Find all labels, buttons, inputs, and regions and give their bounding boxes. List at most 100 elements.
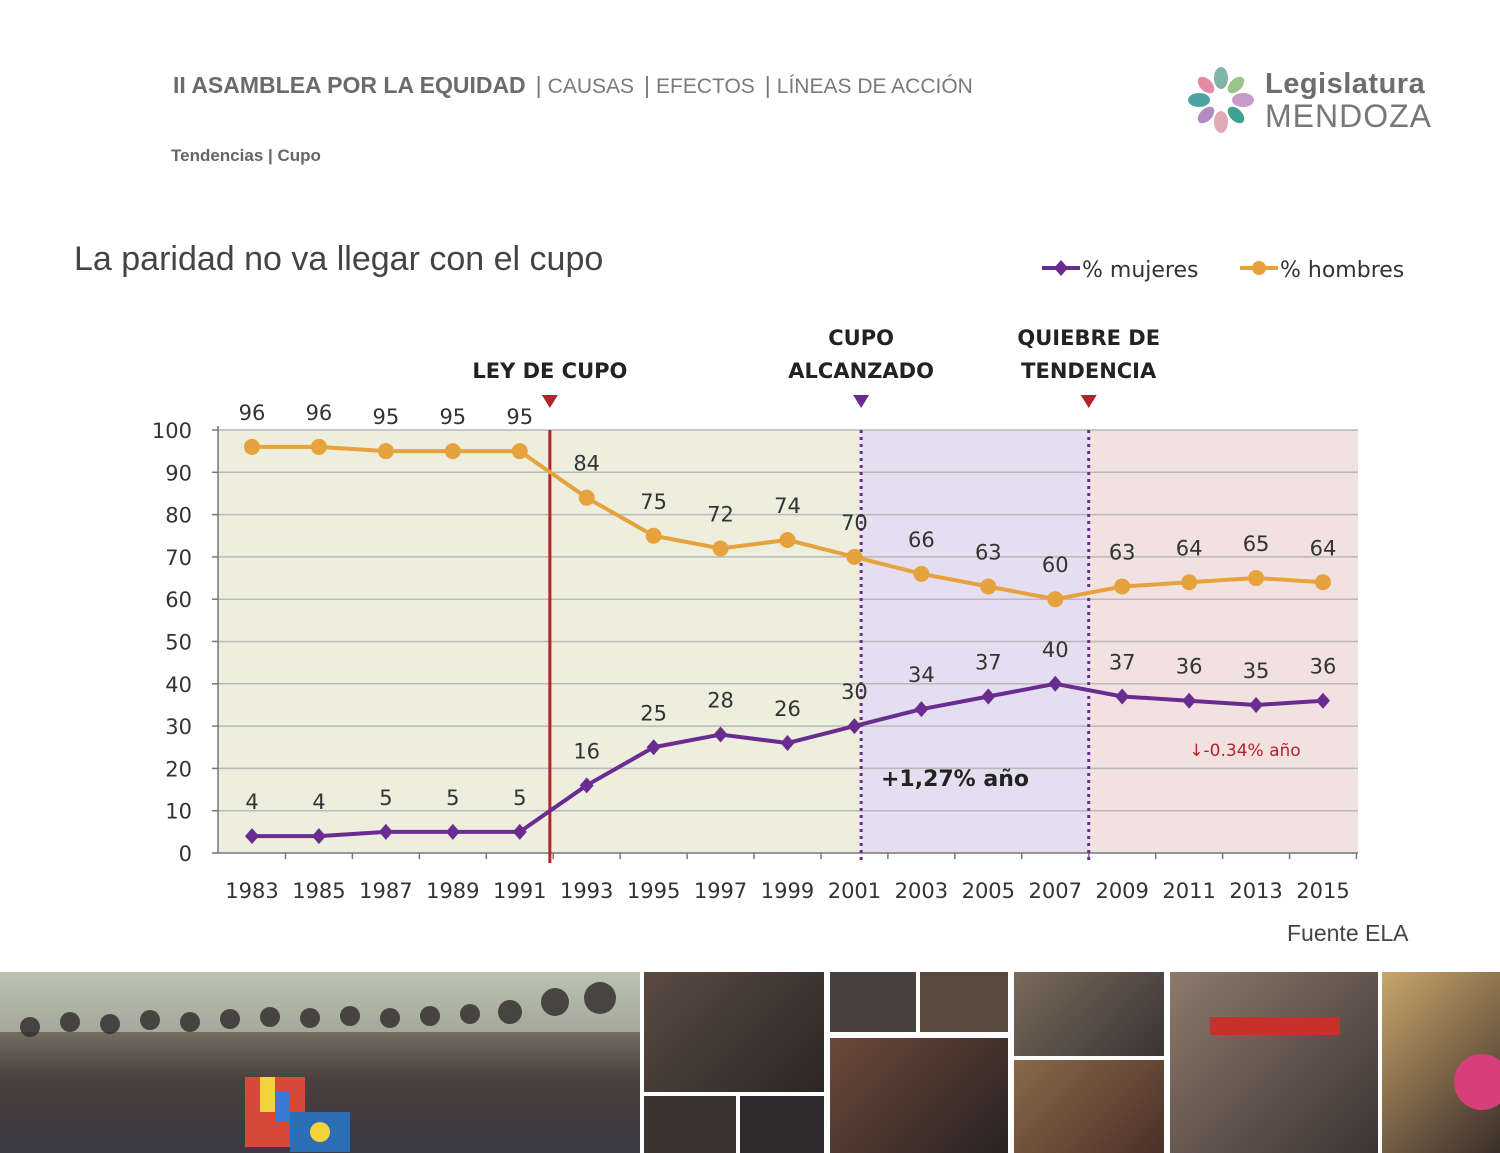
- data-point: [847, 718, 862, 735]
- x-tick-label: 2005: [962, 879, 1015, 903]
- photo-strip: [0, 972, 1500, 1153]
- marker-label: ALCANZADO: [788, 359, 934, 383]
- photo-group-protest: [0, 972, 640, 1153]
- photo-sign-shape: [1454, 1054, 1500, 1110]
- header-link-efectos[interactable]: EFECTOS: [656, 75, 755, 98]
- data-label: 30: [841, 680, 868, 704]
- x-tick-label: 2001: [828, 879, 881, 903]
- data-label: 5: [513, 786, 526, 810]
- marker-label: CUPO: [828, 326, 894, 350]
- data-point: [913, 565, 930, 582]
- data-point: [444, 443, 461, 460]
- data-label: 70: [841, 511, 868, 535]
- data-label: 4: [245, 790, 258, 814]
- data-label: 74: [774, 494, 801, 518]
- data-point: [1248, 570, 1265, 587]
- logo-text-legislatura: Legislatura: [1265, 68, 1426, 100]
- data-label: 96: [306, 401, 333, 425]
- data-point: [846, 548, 863, 565]
- logo-flower-icon: [1188, 67, 1254, 133]
- data-label: 64: [1310, 536, 1337, 560]
- x-tick-label: 2007: [1029, 879, 1082, 903]
- marker-label: QUIEBRE DE: [1017, 326, 1160, 350]
- x-tick-label: 1985: [292, 879, 345, 903]
- data-label: 95: [373, 405, 400, 429]
- data-point: [981, 688, 996, 705]
- data-point: [1047, 591, 1064, 608]
- data-label: 63: [975, 541, 1002, 565]
- data-point: [1249, 696, 1264, 713]
- x-tick-label: 1999: [761, 879, 814, 903]
- data-point: [1115, 688, 1130, 705]
- data-point: [1181, 574, 1198, 591]
- x-tick-label: 1991: [493, 879, 546, 903]
- y-tick-label: 100: [152, 419, 192, 443]
- marker-label: TENDENCIA: [1021, 359, 1157, 383]
- photo-session-5: [1014, 972, 1164, 1056]
- header: II ASAMBLEA POR LA EQUIDAD | CAUSAS | EFECTO…: [173, 72, 973, 99]
- data-point: [779, 531, 796, 548]
- chart-title: La paridad no va llegar con el cupo: [74, 240, 604, 278]
- data-label: 95: [439, 405, 466, 429]
- data-label: 16: [573, 739, 600, 763]
- header-separator: |: [535, 72, 542, 98]
- data-label: 72: [707, 502, 734, 526]
- data-point: [1316, 692, 1330, 709]
- data-label: 36: [1310, 655, 1337, 679]
- photo-speaker-2: [830, 1038, 1008, 1153]
- legend-label: % mujeres: [1082, 258, 1198, 283]
- y-tick-label: 60: [165, 588, 192, 612]
- marker-arrow-icon: [541, 395, 558, 408]
- x-tick-label: 2013: [1229, 879, 1282, 903]
- line-chart: 0 10 20 30 40 50 60 70 80 90 100 1983 1985 1987 1989 19…: [152, 258, 1404, 903]
- data-label: 64: [1176, 536, 1203, 560]
- data-label: 5: [379, 786, 392, 810]
- logo-text-mendoza: MENDOZA: [1265, 98, 1432, 134]
- data-label: 4: [312, 790, 325, 814]
- x-tick-label: 1997: [694, 879, 747, 903]
- photo-session-3: [830, 972, 916, 1032]
- data-point: [646, 739, 661, 756]
- x-tick-label: 2003: [895, 879, 948, 903]
- data-point: [244, 438, 260, 455]
- data-point: [377, 443, 394, 460]
- data-point: [511, 443, 528, 460]
- legend-marker-icon: [1252, 261, 1266, 275]
- data-label: 84: [573, 452, 600, 476]
- photo-speaker-3: [1170, 972, 1378, 1153]
- source-note: Fuente ELA: [1287, 920, 1409, 946]
- legend-label: % hombres: [1280, 258, 1404, 283]
- data-point: [980, 578, 997, 595]
- data-point: [445, 823, 460, 840]
- data-label: 40: [1042, 638, 1069, 662]
- y-tick-label: 70: [165, 546, 192, 570]
- y-tick-label: 90: [165, 461, 192, 485]
- data-label: 35: [1243, 659, 1270, 683]
- data-label: 26: [774, 697, 801, 721]
- data-point: [1315, 574, 1331, 591]
- y-tick-label: 30: [165, 715, 192, 739]
- data-label: 95: [506, 405, 533, 429]
- data-point: [1182, 692, 1197, 709]
- annotation-growth: +1,27% año: [881, 767, 1029, 792]
- data-label: 65: [1243, 532, 1270, 556]
- x-tick-label: 1987: [359, 879, 412, 903]
- data-label: 25: [640, 701, 667, 725]
- data-label: 96: [239, 401, 266, 425]
- header-link-causas[interactable]: CAUSAS: [547, 75, 635, 98]
- data-label: 75: [640, 490, 667, 514]
- breadcrumb: Tendencias | Cupo: [171, 146, 321, 165]
- data-point: [1114, 578, 1131, 595]
- x-tick-label: 2011: [1162, 879, 1215, 903]
- data-point: [914, 701, 929, 718]
- data-point: [780, 735, 795, 752]
- marker-arrow-icon: [1080, 395, 1097, 408]
- data-label: 66: [908, 528, 935, 552]
- y-tick-label: 10: [165, 800, 192, 824]
- photo-crowd-shapes: [0, 972, 640, 1152]
- header-link-lineas[interactable]: LÍNEAS DE ACCIÓN: [776, 75, 973, 98]
- data-point: [378, 823, 393, 840]
- data-label: 34: [908, 663, 935, 687]
- data-label: 28: [707, 689, 734, 713]
- marker-label: LEY DE CUPO: [472, 359, 627, 383]
